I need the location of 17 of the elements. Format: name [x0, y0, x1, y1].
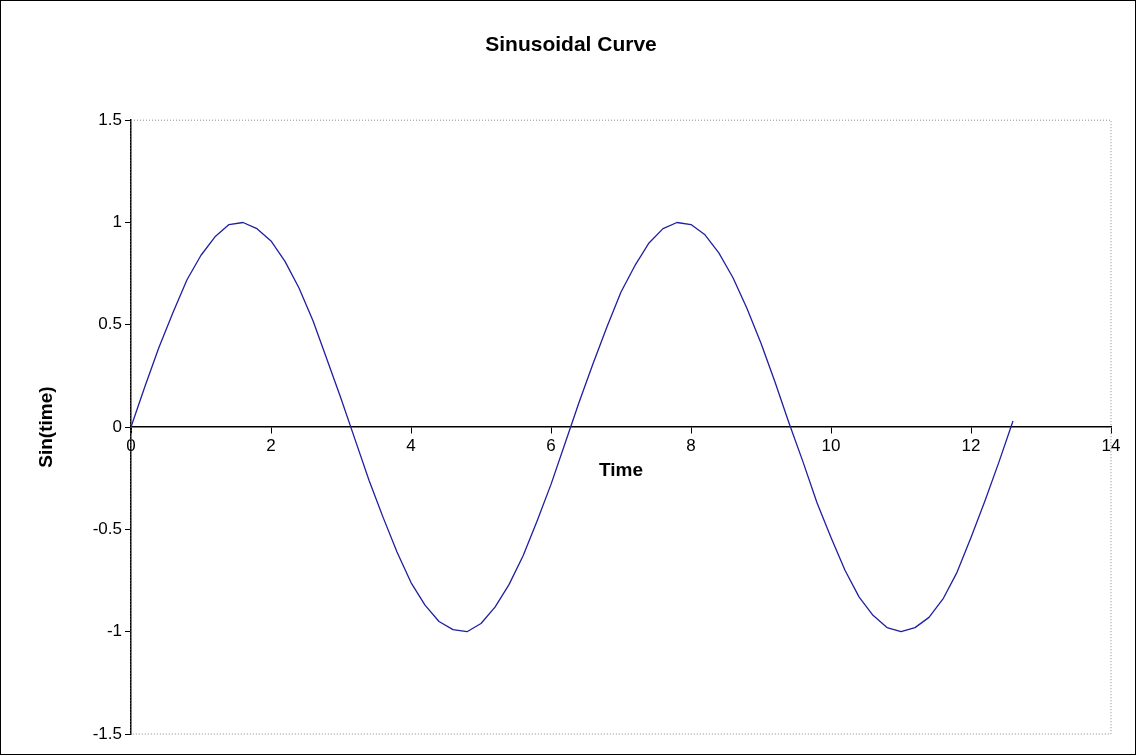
- y-tick-label: 1: [112, 212, 122, 232]
- chart-title: Sinusoidal Curve: [485, 32, 657, 56]
- x-axis-title: Time: [598, 459, 644, 481]
- x-tick-label: 10: [821, 435, 841, 455]
- y-axis-title: Sin(time): [34, 386, 56, 468]
- y-tick-label: 0.5: [98, 314, 122, 334]
- y-tick-label: -0.5: [92, 519, 122, 539]
- y-tick-label: -1: [106, 621, 122, 641]
- x-tick-label: 2: [266, 435, 276, 455]
- x-tick-label: 4: [406, 435, 416, 455]
- y-tick-label: 1.5: [98, 109, 122, 129]
- x-tick-label: 14: [1101, 435, 1121, 455]
- x-tick-label: 8: [686, 435, 696, 455]
- y-tick-label: 0: [112, 416, 122, 436]
- x-tick-label: 12: [961, 435, 981, 455]
- x-tick-label: 6: [546, 435, 556, 455]
- y-tick-label: -1.5: [92, 723, 122, 743]
